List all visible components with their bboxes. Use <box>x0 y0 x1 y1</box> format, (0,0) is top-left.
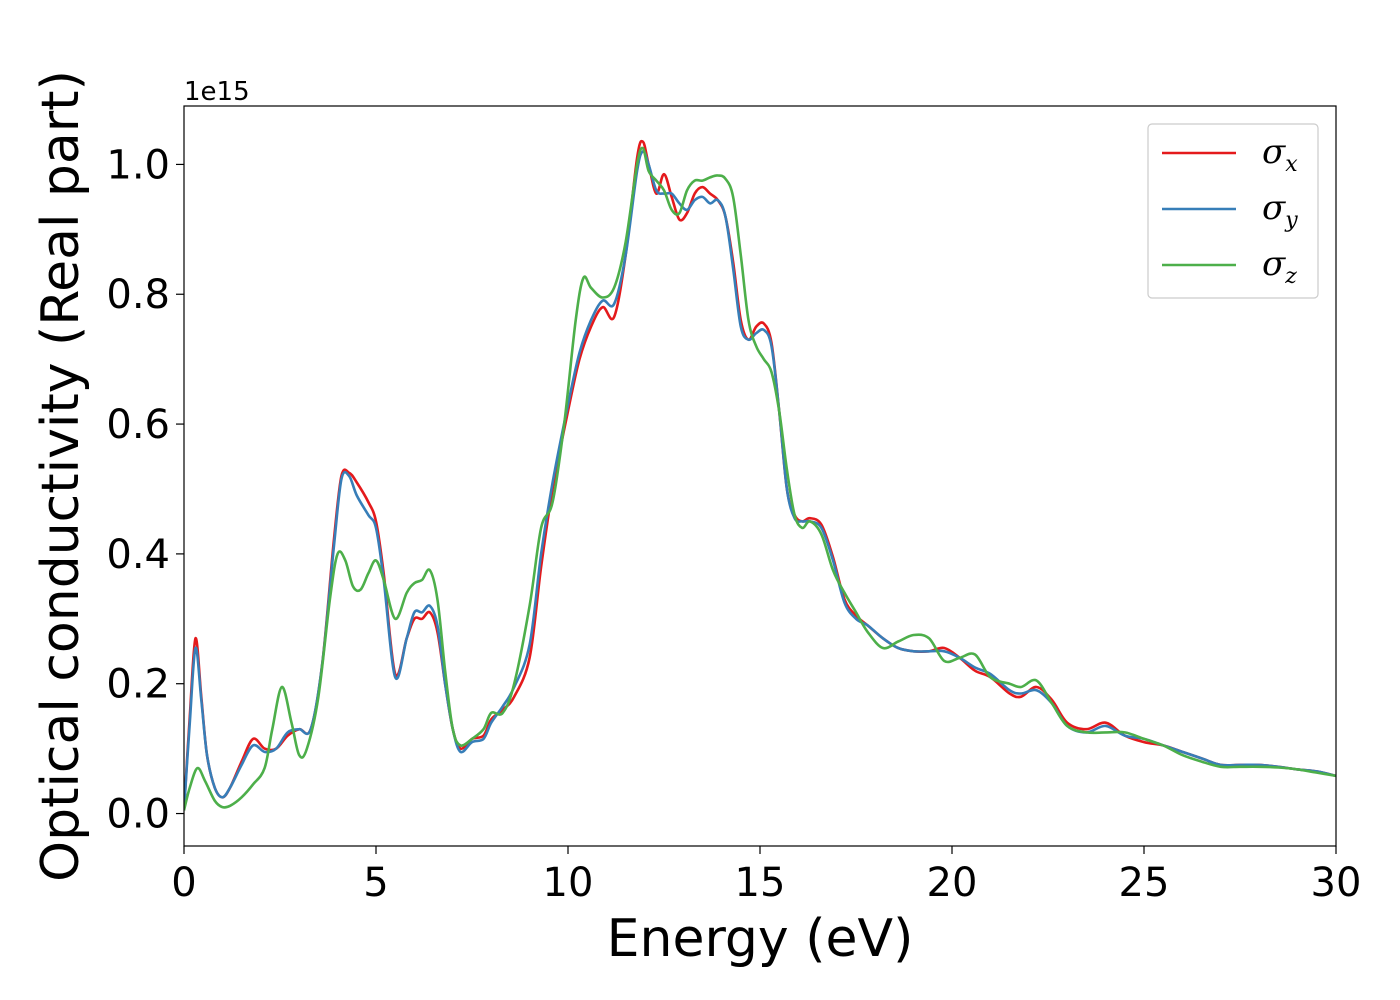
series-line-z <box>184 146 1336 811</box>
x-tick-label: 20 <box>927 860 978 906</box>
y-tick-label: 0.4 <box>106 532 170 578</box>
x-tick-label: 25 <box>1119 860 1170 906</box>
series-layer <box>184 139 1336 811</box>
y-axis-offset-text: 1e15 <box>184 77 250 107</box>
x-tick-label: 15 <box>735 860 786 906</box>
x-tick-label: 30 <box>1311 860 1362 906</box>
y-tick-label: 0.2 <box>106 662 170 708</box>
y-axis: 0.0 0.2 0.4 0.6 0.8 1.0 <box>106 142 184 838</box>
series-line-y <box>184 150 1336 811</box>
legend-entry-y: σy <box>1162 188 1298 233</box>
legend-label: σy <box>1262 188 1298 233</box>
legend-label: σz <box>1262 244 1297 289</box>
x-axis-label: Energy (eV) <box>607 909 914 969</box>
y-tick-label: 0.8 <box>106 272 170 318</box>
y-tick-label: 0.0 <box>106 792 170 838</box>
x-tick-label: 10 <box>543 860 594 906</box>
y-tick-label: 1.0 <box>106 142 170 188</box>
x-tick-label: 0 <box>171 860 196 906</box>
legend-frame <box>1147 123 1319 299</box>
legend-entry-z: σz <box>1162 244 1297 289</box>
x-tick-label: 5 <box>363 860 388 906</box>
legend: σx σy σz <box>1147 123 1319 299</box>
y-tick-label: 0.6 <box>106 402 170 448</box>
legend-label: σx <box>1262 132 1298 177</box>
y-axis-label: Optical conductivity (Real part) <box>31 70 91 882</box>
x-axis: 0 5 10 15 20 25 30 <box>171 846 1361 906</box>
legend-entry-x: σx <box>1162 132 1298 177</box>
